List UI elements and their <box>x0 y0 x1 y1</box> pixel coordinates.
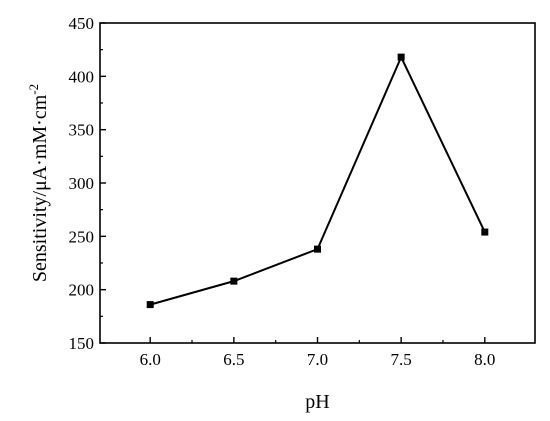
y-axis-label-main: Sensitivity/μA·mM·cm <box>29 94 51 282</box>
x-tick-label: 8.0 <box>474 350 495 369</box>
x-tick-label: 6.0 <box>140 350 161 369</box>
data-point <box>146 301 154 309</box>
y-tick-label: 250 <box>69 227 95 246</box>
data-point <box>314 245 321 253</box>
y-tick-label: 300 <box>69 174 95 193</box>
data-point <box>230 277 238 285</box>
y-axis-ticks <box>100 22 106 344</box>
y-tick-labels: 150 200 250 300 350 400 450 <box>69 14 95 353</box>
x-tick-label: 7.0 <box>307 350 328 369</box>
y-tick-label: 450 <box>69 14 95 33</box>
series-line <box>149 54 486 306</box>
plot-frame <box>99 22 536 344</box>
x-tick-labels: 6.0 6.5 7.0 7.5 8.0 <box>140 350 496 369</box>
y-tick-label: 150 <box>69 334 95 353</box>
data-point <box>481 228 489 236</box>
x-tick-label: 7.5 <box>391 350 412 369</box>
y-tick-label: 350 <box>69 121 95 140</box>
y-tick-label: 400 <box>69 67 95 86</box>
y-tick-label: 200 <box>69 281 95 300</box>
data-markers <box>146 53 489 309</box>
data-point <box>397 53 405 61</box>
x-tick-label: 6.5 <box>223 350 244 369</box>
y-axis-label: Sensitivity/μA·mM·cm-2 <box>26 84 51 282</box>
x-axis-label: pH <box>305 391 329 413</box>
y-axis-label-superscript: -2 <box>26 84 41 95</box>
x-axis-ticks <box>149 337 486 343</box>
